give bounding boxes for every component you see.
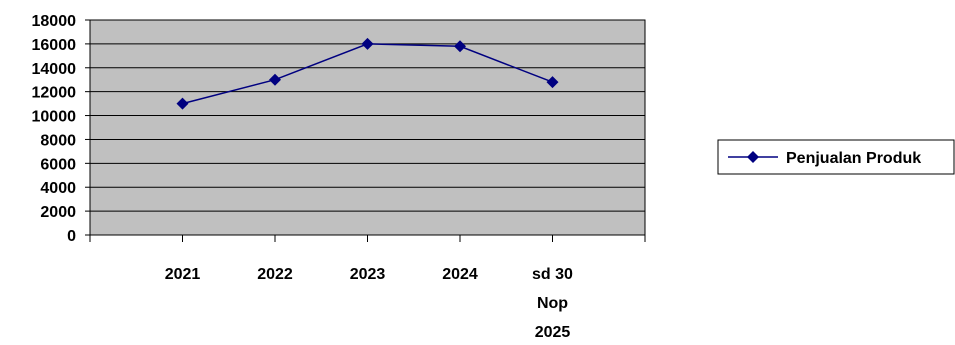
y-axis-tick-labels: 0 2000 4000 6000 8000 10000 12000 14000 16000 180… [32,13,77,245]
x-tick-label: sd 30 Nop 2025 [532,266,573,341]
y-tick-label: 10000 [32,109,77,126]
y-tick-label: 16000 [32,37,77,54]
axes [85,19,646,242]
data-point [269,73,281,86]
legend-marker [747,151,759,163]
gridlines [90,19,645,212]
series-penjualan-produk [176,37,559,110]
data-point [454,40,466,53]
x-tick-label: 2024 [442,266,478,283]
y-tick-label: 2000 [40,204,76,221]
x-tick-label: 2023 [350,266,386,283]
x-tick-label: 2021 [165,266,201,283]
data-point [176,97,189,110]
y-tick-label: 18000 [32,13,77,30]
y-tick-label: 0 [67,228,76,245]
data-point [546,76,559,89]
legend-label: Penjualan Produk [786,150,921,167]
x-tick-label: 2022 [257,266,293,283]
plot-area [89,19,646,236]
y-tick-label: 8000 [40,132,76,149]
x-axis-tick-labels: 2021 2022 2023 2024 sd 30 Nop 2025 [165,266,573,341]
y-tick-label: 14000 [32,61,77,78]
data-point [361,37,374,50]
y-tick-label: 12000 [32,85,77,102]
legend: Penjualan Produk [717,139,955,175]
y-tick-label: 6000 [40,156,76,173]
y-tick-label: 4000 [40,180,76,197]
